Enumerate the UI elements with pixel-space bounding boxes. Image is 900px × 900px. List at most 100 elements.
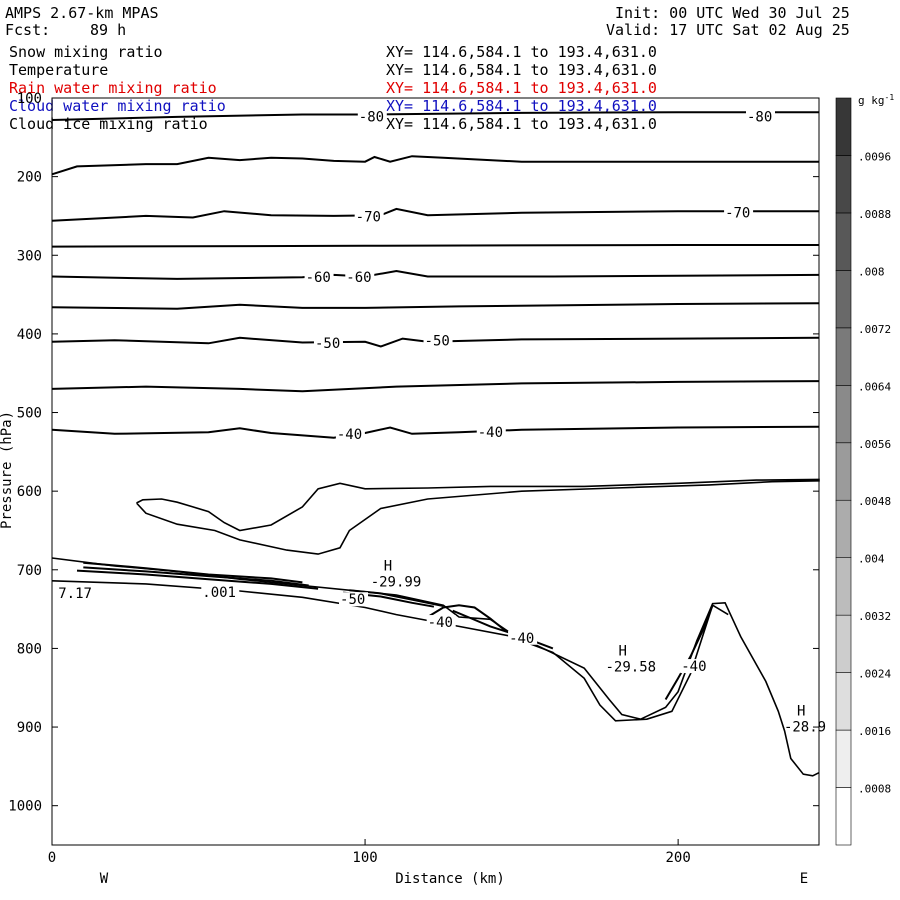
x-tick-label: 200 — [665, 850, 690, 866]
contour-label-bg — [423, 333, 453, 348]
contour-label: -60 — [346, 270, 371, 286]
y-tick-label: 600 — [17, 484, 42, 500]
colorbar-label: .008 — [858, 265, 885, 278]
y-tick-label: 400 — [17, 327, 42, 343]
colorbar-label: .0032 — [858, 610, 891, 623]
contour-label: -50 — [315, 336, 340, 352]
isotherm-line — [51, 336, 820, 348]
colorbar-swatch — [835, 212, 852, 271]
contour-label: -70 — [725, 205, 750, 221]
field-name-rain: Rain water mixing ratio — [9, 79, 217, 97]
contour-label-bg — [335, 427, 365, 442]
contour-label-bg — [357, 109, 387, 124]
isotherm-line — [51, 155, 819, 176]
extremum-value: -29.99 — [371, 575, 422, 591]
colorbar-label: .0096 — [858, 150, 891, 163]
colorbar-swatch — [835, 499, 852, 558]
y-tick-label: 100 — [17, 91, 42, 107]
colorbar-label: .0064 — [858, 380, 891, 393]
cloud-contour-line — [76, 569, 319, 590]
y-tick-label: 900 — [17, 720, 42, 736]
colorbar-label: .0016 — [858, 725, 891, 738]
contour-label-bg — [201, 585, 240, 600]
contour-label-bg — [426, 615, 456, 630]
cloud-contour-line — [427, 604, 507, 632]
contour-label: -40 — [509, 631, 534, 647]
west-label: W — [100, 871, 109, 887]
contour-label: -70 — [356, 209, 381, 225]
contour-label: -40 — [428, 615, 453, 631]
y-tick-label: 300 — [17, 248, 42, 264]
colorbar-swatch — [835, 385, 852, 444]
plot-frame — [51, 97, 820, 846]
cloud-contour-line — [83, 566, 309, 587]
colorbar-swatch — [835, 557, 852, 616]
y-axis-label: Pressure (hPa) — [0, 411, 15, 529]
contour-label-bg — [476, 424, 506, 439]
colorbar-swatch — [835, 270, 852, 329]
model-title: AMPS 2.67-km MPAS — [5, 4, 159, 22]
colorbar-swatch — [835, 614, 852, 673]
isotherm-line — [51, 207, 819, 222]
contour-label: .001 — [202, 585, 236, 601]
contour-label-bg — [345, 269, 375, 284]
contour-label-bg — [354, 209, 384, 224]
isotherm-line — [51, 111, 819, 121]
east-label: E — [800, 871, 808, 887]
colorbar-label: .0056 — [858, 438, 891, 451]
colorbar-swatch — [835, 729, 852, 788]
field-name-cloud-ice: Cloud ice mixing ratio — [9, 115, 208, 133]
field-xy-cloud-water: XY= 114.6,584.1 to 193.4,631.0 — [386, 97, 657, 115]
init-time: Init: 00 UTC Wed 30 Jul 25 — [615, 4, 850, 22]
cloud-contour-line — [349, 589, 444, 607]
contour-label: -40 — [478, 425, 503, 441]
contour-label-bg — [57, 585, 96, 600]
extremum-h-marker: H — [619, 643, 627, 659]
x-axis-label: Distance (km) — [395, 871, 505, 887]
forecast-label: Fcst: — [5, 21, 51, 39]
y-tick-label: 1000 — [8, 799, 42, 815]
contour-label: -50 — [340, 592, 365, 608]
contour-label: -50 — [425, 334, 450, 350]
colorbar-swatch — [835, 97, 852, 156]
field-xy-snow: XY= 114.6,584.1 to 193.4,631.0 — [386, 43, 657, 61]
extremum-h-marker: H — [797, 703, 805, 719]
extremum-value: -29.58 — [606, 659, 657, 675]
colorbar-label: .0072 — [858, 323, 891, 336]
colorbar-swatch — [835, 442, 852, 501]
y-tick-label: 700 — [17, 563, 42, 579]
field-name-temperature: Temperature — [9, 61, 109, 79]
colorbar-label: .0088 — [858, 208, 891, 221]
field-xy-rain: XY= 114.6,584.1 to 193.4,631.0 — [386, 79, 657, 97]
extremum-h-marker: H — [384, 559, 392, 575]
colorbar-label: .0048 — [858, 495, 891, 508]
colorbar-unit: g kg-1 — [858, 93, 894, 107]
forecast-value: 89 h — [90, 21, 127, 39]
contour-label: -40 — [681, 659, 706, 675]
colorbar-swatch — [835, 155, 852, 214]
y-tick-label: 800 — [17, 641, 42, 657]
isotherm-line — [51, 380, 820, 393]
contour-label-bg — [304, 269, 334, 284]
colorbar-swatch — [835, 672, 852, 731]
isotherm-line — [51, 244, 819, 248]
field-name-cloud-water: Cloud water mixing ratio — [9, 97, 226, 115]
contour-label: -40 — [337, 427, 362, 443]
extremum-value: -28.9 — [784, 719, 826, 735]
cloud-contour-line — [83, 561, 303, 584]
field-xy-cloud-ice: XY= 114.6,584.1 to 193.4,631.0 — [386, 115, 657, 133]
colorbar-label: .0024 — [858, 668, 891, 681]
cloud-contour-line — [664, 604, 714, 701]
colorbar-label: .004 — [858, 553, 885, 566]
contour-label: -80 — [359, 109, 384, 125]
contour-label-bg — [339, 592, 369, 607]
contour-label-bg — [313, 335, 343, 350]
contour-label-bg — [508, 630, 538, 645]
field-xy-temperature: XY= 114.6,584.1 to 193.4,631.0 — [386, 61, 657, 79]
cloud-outline — [135, 478, 820, 555]
colorbar-swatch — [835, 327, 852, 386]
contour-label-bg — [724, 205, 754, 220]
contour-label: -60 — [306, 270, 331, 286]
contour-label-bg — [680, 659, 710, 674]
